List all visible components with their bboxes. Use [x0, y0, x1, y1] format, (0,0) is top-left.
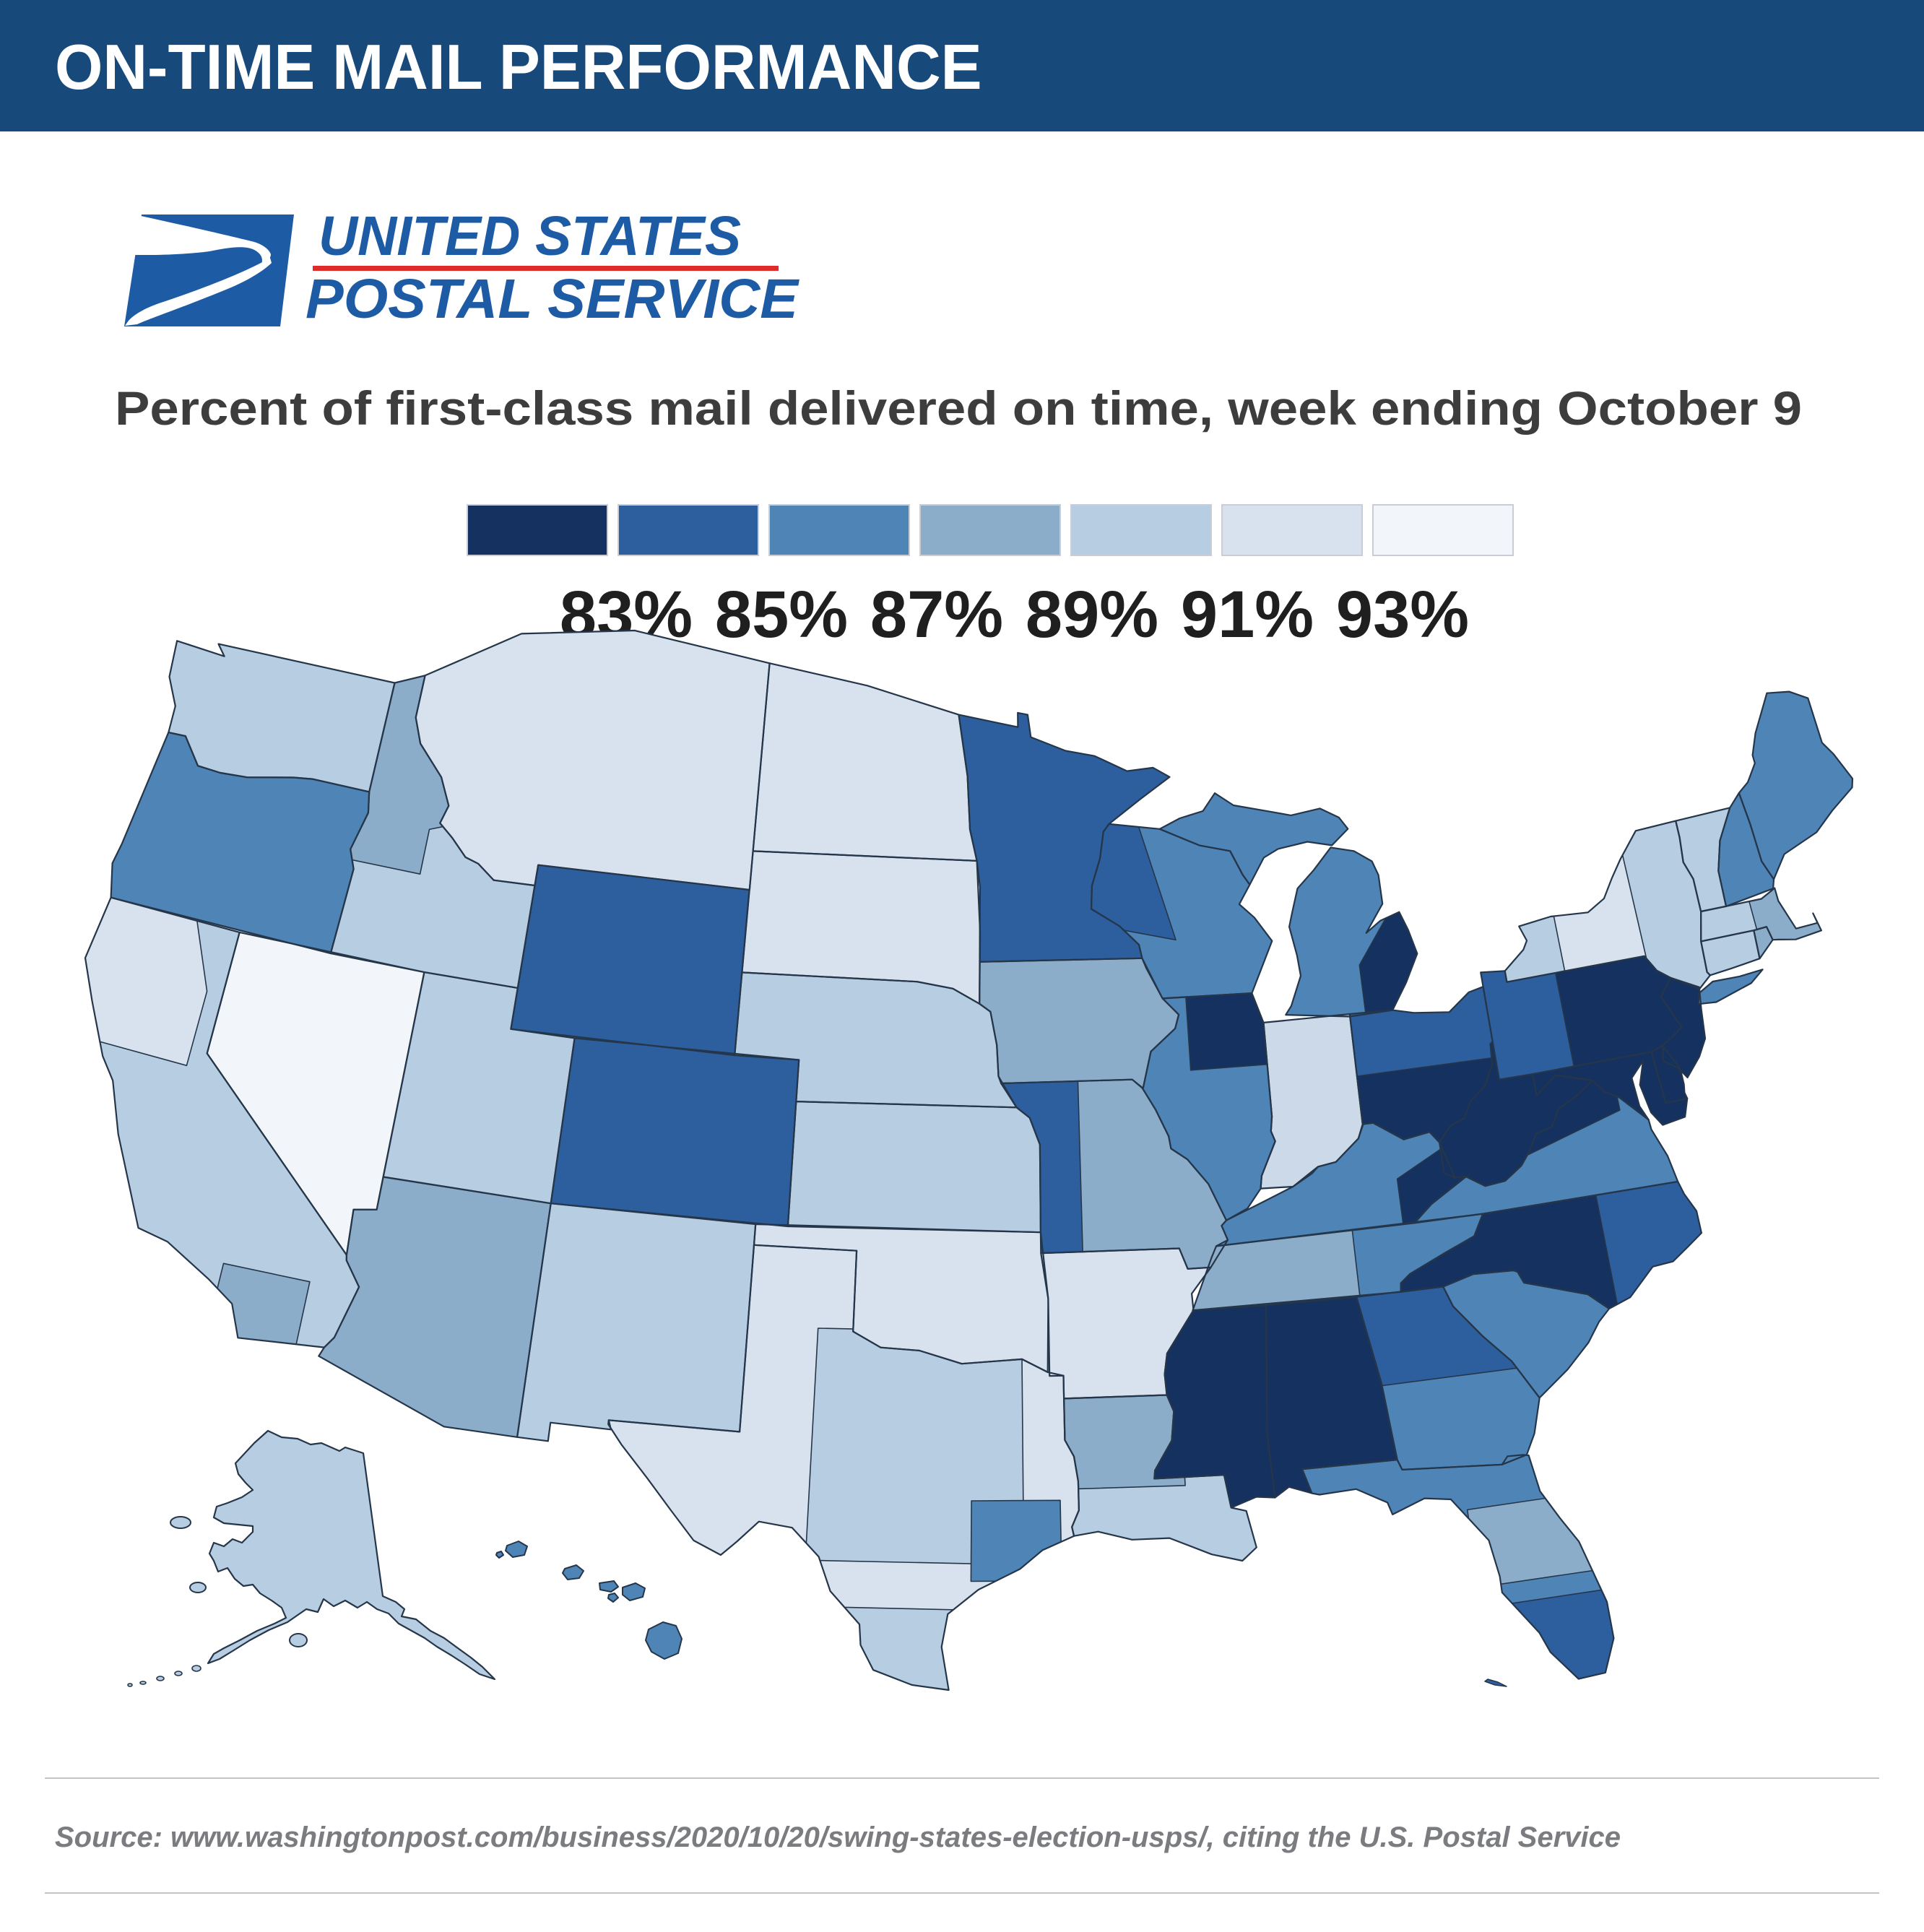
- svg-text:POSTAL SERVICE: POSTAL SERVICE: [306, 268, 800, 330]
- svg-text:UNITED STATES: UNITED STATES: [318, 205, 741, 267]
